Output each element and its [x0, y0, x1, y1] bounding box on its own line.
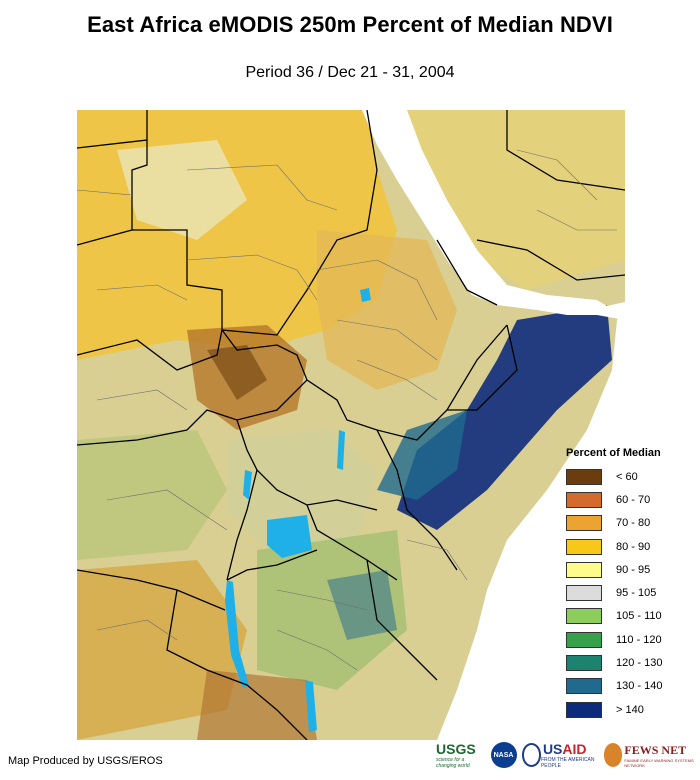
legend-item: 120 - 130 [566, 651, 696, 674]
legend-swatch [566, 491, 602, 508]
fews-logo-text: FEWS NET [624, 742, 687, 757]
map-subtitle: Period 36 / Dec 21 - 31, 2004 [245, 64, 455, 81]
legend-label: 90 - 95 [616, 563, 651, 576]
legend-label: 70 - 80 [616, 517, 651, 530]
legend-label: 110 - 120 [616, 633, 662, 646]
usgs-logo: USGS science for a changing world [436, 741, 486, 769]
credit-text: Map Produced by USGS/EROS [8, 755, 163, 767]
usaid-seal-icon [521, 743, 541, 767]
fews-tagline: FAMINE EARLY WARNING SYSTEMS NETWORK [624, 757, 694, 768]
fews-net-logo: FEWS NET FAMINE EARLY WARNING SYSTEMS NE… [603, 742, 695, 768]
usgs-tagline: science for a changing world [436, 757, 470, 769]
country-borders [77, 110, 625, 740]
legend-label: 120 - 130 [616, 657, 663, 670]
legend-label: 105 - 110 [616, 610, 662, 623]
lake-malawi [305, 680, 317, 732]
legend-label: 130 - 140 [616, 680, 663, 693]
usaid-tagline: FROM THE AMERICAN PEOPLE [540, 757, 595, 769]
nasa-logo-text: NASA [490, 742, 517, 768]
legend-swatch [566, 561, 602, 578]
map-title: East Africa eMODIS 250m Percent of Media… [87, 12, 613, 37]
legend-item: 80 - 90 [566, 535, 696, 558]
legend-swatch [566, 701, 602, 718]
legend-swatch [566, 608, 602, 625]
legend-swatch [566, 655, 602, 672]
arabia-zone [397, 110, 625, 290]
legend-item: 95 - 105 [566, 581, 696, 604]
lake-tana [360, 288, 371, 302]
legend-label: 60 - 70 [616, 493, 651, 506]
admin-boundaries [77, 149, 617, 671]
south-brown-zone [197, 670, 317, 740]
ndvi-map [77, 110, 625, 740]
legend-item: > 140 [566, 698, 696, 721]
legend-item: 90 - 95 [566, 558, 696, 581]
lake-turkana [337, 430, 345, 470]
usaid-logo-text: USAID [543, 741, 599, 757]
legend-label: 95 - 105 [616, 587, 657, 600]
dark-brown-patch [207, 345, 267, 400]
sahara-pale-zone [117, 140, 247, 240]
red-sea [362, 110, 625, 320]
lake-tanganyika [225, 580, 249, 688]
legend-swatch [566, 631, 602, 648]
usaid-aid-text: AID [562, 741, 587, 757]
legend-item: < 60 [566, 465, 696, 488]
lake-albert [243, 470, 252, 500]
legend-label: < 60 [616, 470, 638, 483]
legend: Percent of Median < 60 60 - 70 70 - 80 80 -… [566, 447, 696, 721]
legend-swatch [566, 515, 602, 532]
lake-victoria [267, 515, 312, 558]
legend-swatch [566, 678, 602, 695]
legend-swatch [566, 538, 602, 555]
usaid-logo: USAID FROM THE AMERICAN PEOPLE [521, 741, 599, 769]
legend-item: 110 - 120 [566, 628, 696, 651]
congo-green-zone [77, 430, 227, 560]
legend-swatch [566, 585, 602, 602]
usgs-logo-text: USGS [436, 741, 476, 757]
legend-title: Percent of Median [566, 447, 661, 459]
usaid-us-text: US [542, 741, 563, 757]
logo-strip: USGS science for a changing world NASA U… [436, 740, 700, 770]
legend-item: 60 - 70 [566, 488, 696, 511]
ethiopia-zone [317, 230, 457, 390]
legend-swatch [566, 468, 602, 485]
tanzania-green-zone [257, 530, 407, 690]
legend-label: 80 - 90 [616, 540, 651, 553]
legend-item: 130 - 140 [566, 675, 696, 698]
legend-label: > 140 [616, 703, 644, 716]
nasa-logo: NASA [490, 742, 517, 768]
fews-globe-icon [603, 743, 623, 767]
legend-item: 105 - 110 [566, 605, 696, 628]
legend-item: 70 - 80 [566, 512, 696, 535]
